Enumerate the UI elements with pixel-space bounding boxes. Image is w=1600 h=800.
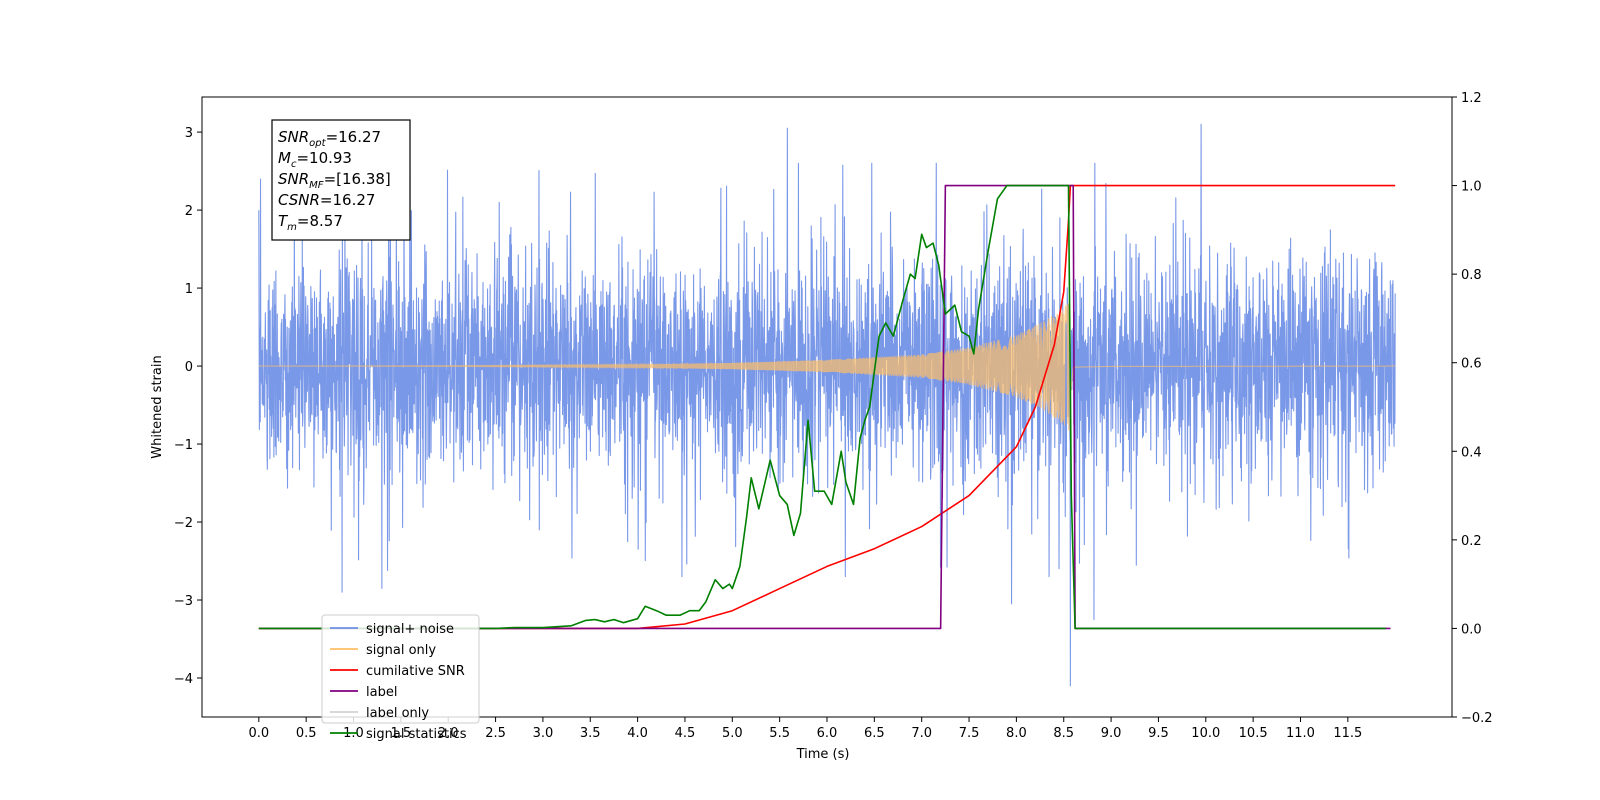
x-tick-label: 9.5 [1148,726,1169,741]
legend-entry: signal+ noise [366,622,454,637]
y-left-tick-label: 0 [185,360,193,375]
legend-entry: signal statistics [366,727,467,742]
series-cumulative-snr [258,184,1396,630]
plot-layers [258,123,1396,687]
x-tick-label: 7.0 [911,726,932,741]
y-left-tick-label: −2 [174,516,193,531]
info-line: Mc=10.93 [278,149,352,170]
y-right-tick-label: 0.6 [1461,357,1482,372]
x-tick-label: 5.0 [722,726,743,741]
legend-entry: cumilative SNR [366,664,465,679]
x-tick-label: 10.5 [1239,726,1268,741]
x-tick-label: 7.5 [959,726,980,741]
y-right-tick-label: 0.0 [1461,622,1482,637]
y-left-tick-label: 1 [185,282,193,297]
x-tick-label: 5.5 [769,726,790,741]
y-right-tick-label: 0.4 [1461,445,1482,460]
x-tick-label: 6.5 [864,726,885,741]
legend-entry: label [366,685,397,700]
x-axis-label: Time (s) [796,747,850,762]
y-right-tick-label: 1.0 [1461,180,1482,195]
legend-frame [321,614,480,724]
x-tick-label: 2.5 [485,726,506,741]
y-axis-label: Whitened strain [150,355,165,458]
x-tick-label: 8.0 [1006,726,1027,741]
x-tick-label: 3.5 [580,726,601,741]
legend-entry: signal only [366,643,436,658]
y-right-tick-label: 1.2 [1461,91,1482,106]
info-line: CSNR=16.27 [278,191,375,209]
y-left-axis-ticks: −4 −3 −2 −1 0 1 2 3 [174,126,202,687]
x-tick-label: 4.5 [675,726,696,741]
series-signal-statistics [258,184,1386,630]
series-signal-noise [258,123,1396,687]
legend-entry: label only [366,706,429,721]
x-tick-label: 11.0 [1286,726,1315,741]
y-right-tick-label: −0.2 [1461,711,1493,726]
x-tick-label: 8.5 [1053,726,1074,741]
series-signal-only [258,301,1396,431]
y-left-tick-label: 2 [185,204,193,219]
x-tick-label: 0.5 [296,726,317,741]
x-tick-label: 9.0 [1101,726,1122,741]
x-tick-label: 10.0 [1191,726,1220,741]
x-tick-label: 4.0 [627,726,648,741]
x-tick-label: 3.0 [533,726,554,741]
y-right-axis-ticks: −0.2 0.0 0.2 0.4 0.6 0.8 1.0 1.2 [1452,91,1493,726]
x-tick-label: 11.5 [1333,726,1362,741]
y-right-tick-label: 0.2 [1461,534,1482,549]
legend: signal+ noise signal only cumilative SNR la… [321,614,480,742]
y-left-tick-label: 3 [185,126,193,141]
info-box: SNRopt=16.27Mc=10.93SNRMF=[16.38]CSNR=16… [271,119,411,241]
y-left-tick-label: −1 [174,438,193,453]
info-line: SNRopt=16.27 [278,128,381,149]
y-left-tick-label: −4 [174,672,193,687]
x-axis-ticks: 0.0 0.5 1.0 1.5 2.0 2.5 3.0 3.5 4.0 4.5 5.0 5.5 6.0 6… [248,717,1362,741]
info-line: SNRMF=[16.38] [278,170,391,191]
info-box-frame [271,119,411,241]
info-line: Tm=8.57 [278,212,343,233]
x-tick-label: 1.5 [391,726,412,741]
x-tick-label: 2.0 [438,726,459,741]
y-right-tick-label: 0.8 [1461,268,1482,283]
x-tick-label: 0.0 [248,726,269,741]
y-left-tick-label: −3 [174,594,193,609]
x-tick-label: 6.0 [817,726,838,741]
